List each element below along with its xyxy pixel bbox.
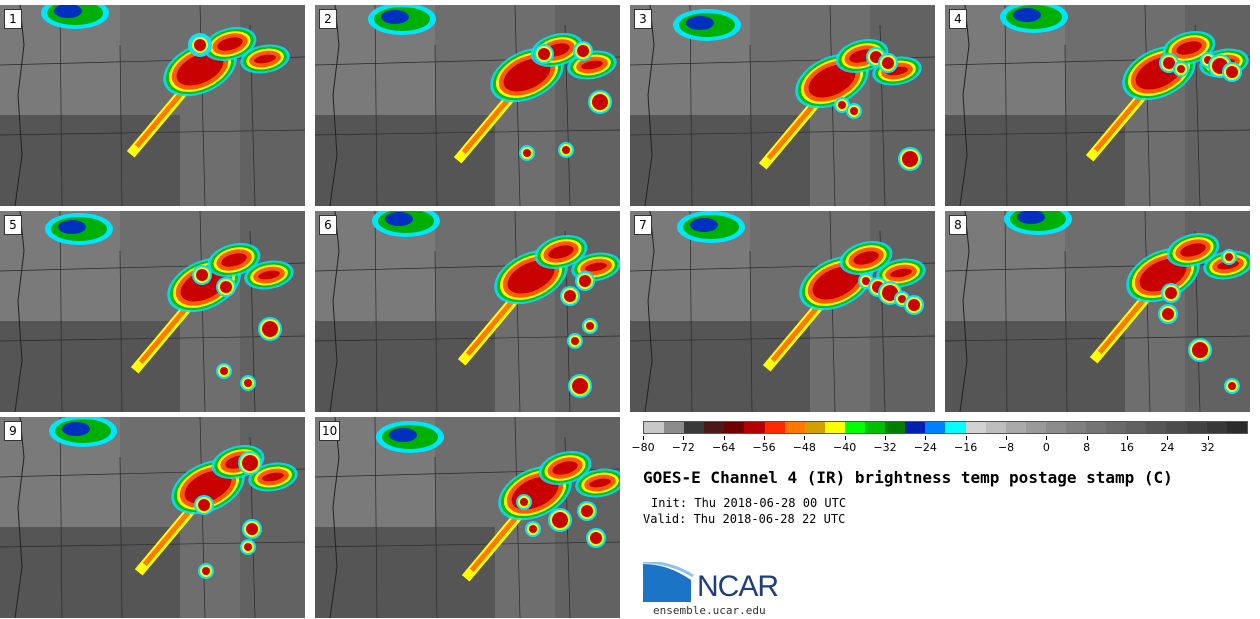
colorbar-segment: [784, 422, 805, 433]
map-panel: 4: [945, 5, 1250, 206]
colorbar-tick-label: −40: [833, 441, 857, 454]
map-panel: 10: [315, 417, 620, 618]
colorbar-segment: [1186, 422, 1207, 433]
logo-url: ensemble.ucar.edu: [653, 604, 766, 617]
map-panel: 6: [315, 211, 620, 412]
map-panel: 1: [0, 5, 305, 206]
colorbar-tick: [643, 436, 644, 440]
colorbar-segment: [885, 422, 906, 433]
ncar-logo-icon: [643, 562, 694, 602]
colorbar-tick: [844, 436, 846, 440]
panel-label: 8: [949, 215, 967, 235]
map-panel: 2: [315, 5, 620, 206]
colorbar-tick-label: 8: [1083, 441, 1091, 454]
colorbar-tick-label: 0: [1042, 441, 1050, 454]
satellite-ir-map: [315, 417, 620, 618]
colorbar-segment: [965, 422, 986, 433]
colorbar-tick-label: −48: [792, 441, 816, 454]
colorbar-tick: [1046, 436, 1048, 440]
panel-label: 5: [4, 215, 22, 235]
colorbar-tick-label: 24: [1160, 441, 1175, 454]
colorbar-segment: [925, 422, 946, 433]
colorbar-segment: [1045, 422, 1066, 433]
colorbar-tick: [723, 436, 725, 440]
panel-label: 7: [634, 215, 652, 235]
valid-time: Valid: Thu 2018-06-28 22 UTC: [643, 512, 846, 526]
colorbar-tick: [1207, 436, 1209, 440]
colorbar-tick-label: 16: [1120, 441, 1134, 454]
colorbar-tick-label: 32: [1200, 441, 1215, 454]
colorbar-segment: [1086, 422, 1107, 433]
colorbar-segment: [704, 422, 725, 433]
colorbar-tick-label: −32: [873, 441, 897, 454]
panel-label: 4: [949, 9, 967, 29]
colorbar-segment: [764, 422, 785, 433]
satellite-ir-map: [630, 211, 935, 412]
colorbar-tick: [1167, 436, 1169, 440]
colorbar-segment: [945, 422, 966, 433]
satellite-ir-map: [0, 211, 305, 412]
colorbar-tick-label: −80: [631, 441, 655, 454]
colorbar-segment: [1126, 422, 1147, 433]
colorbar-tick: [1006, 436, 1007, 440]
colorbar-tick-label: −8: [997, 441, 1015, 454]
satellite-ir-map: [0, 5, 305, 206]
colorbar-segment: [724, 422, 745, 433]
colorbar-tick-label: −72: [671, 441, 695, 454]
panel-label: 10: [319, 421, 341, 441]
satellite-ir-map: [315, 5, 620, 206]
colorbar-tick: [965, 436, 967, 440]
colorbar-tick: [1127, 436, 1128, 440]
colorbar-tick-label: −64: [712, 441, 736, 454]
colorbar-segment: [905, 422, 926, 433]
map-panel: 7: [630, 211, 935, 412]
panel-label: 1: [4, 9, 22, 29]
map-panel: 9: [0, 417, 305, 618]
satellite-ir-map: [945, 211, 1250, 412]
page-title: GOES-E Channel 4 (IR) brightness temp po…: [643, 468, 1173, 487]
colorbar-tick-label: −24: [913, 441, 937, 454]
map-panel: 8: [945, 211, 1250, 412]
colorbar-ticks: −80 −72 −64 −56 −48 −40 −32 −24 −16 −8 0 8 16 24 32: [631, 436, 1248, 456]
colorbar-tick: [683, 436, 685, 440]
colorbar-tick: [925, 436, 927, 440]
colorbar-segment: [644, 422, 665, 433]
panel-label: 3: [634, 9, 652, 29]
colorbar-segment: [1065, 422, 1087, 433]
colorbar-segment: [1206, 422, 1227, 433]
panel-label: 2: [319, 9, 337, 29]
colorbar-segment: [844, 422, 866, 433]
satellite-ir-map: [630, 5, 935, 206]
colorbar-tick: [804, 436, 806, 440]
colorbar-segment: [1146, 422, 1167, 433]
colorbar-segment: [664, 422, 685, 433]
satellite-ir-map: [0, 417, 305, 618]
panel-label: 9: [4, 421, 22, 441]
colorbar-segment: [1005, 422, 1026, 433]
map-panel: 5: [0, 211, 305, 412]
colorbar-segment: [985, 422, 1006, 433]
colorbar-segment: [824, 422, 845, 433]
map-panel: 3: [630, 5, 935, 206]
panel-label: 6: [319, 215, 337, 235]
logo-text: NCAR: [697, 570, 779, 603]
colorbar-tick-label: −56: [752, 441, 776, 454]
colorbar-segment: [1166, 422, 1187, 433]
colorbar-segment: [1025, 422, 1046, 433]
colorbar-segment: [684, 422, 705, 433]
satellite-ir-map: [315, 211, 620, 412]
colorbar-tick: [1086, 436, 1088, 440]
colorbar-segment: [804, 422, 825, 433]
colorbar-segment: [865, 422, 886, 433]
colorbar-segment: [1106, 422, 1127, 433]
colorbar-tick-label: −16: [954, 441, 978, 454]
colorbar: [643, 421, 1248, 434]
colorbar-segment: [1226, 422, 1247, 433]
init-time: Init: Thu 2018-06-28 00 UTC: [651, 496, 847, 510]
colorbar-tick: [885, 436, 886, 440]
satellite-ir-map: [945, 5, 1250, 206]
colorbar-tick: [764, 436, 765, 440]
colorbar-segment: [744, 422, 765, 433]
